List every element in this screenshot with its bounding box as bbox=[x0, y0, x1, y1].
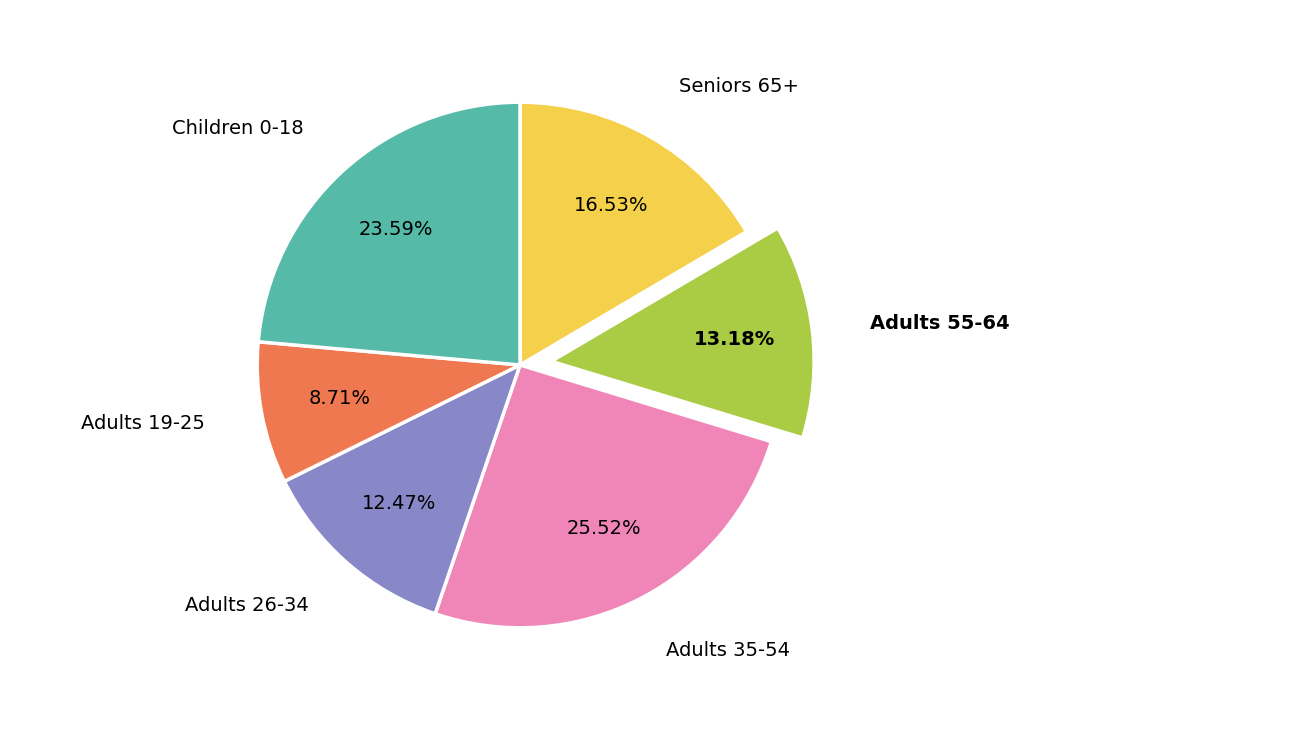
Text: Adults 26-34: Adults 26-34 bbox=[185, 596, 308, 615]
Text: 25.52%: 25.52% bbox=[567, 519, 641, 538]
Wedge shape bbox=[259, 102, 520, 365]
Wedge shape bbox=[551, 228, 814, 438]
Wedge shape bbox=[436, 365, 771, 628]
Wedge shape bbox=[257, 342, 520, 481]
Text: Seniors 65+: Seniors 65+ bbox=[679, 77, 800, 96]
Text: 16.53%: 16.53% bbox=[575, 196, 649, 215]
Text: Adults 55-64: Adults 55-64 bbox=[870, 314, 1009, 333]
Text: 23.59%: 23.59% bbox=[359, 220, 433, 239]
Text: Adults 19-25: Adults 19-25 bbox=[81, 415, 205, 434]
Text: Children 0-18: Children 0-18 bbox=[172, 119, 304, 138]
Wedge shape bbox=[285, 365, 520, 614]
Text: 13.18%: 13.18% bbox=[693, 330, 775, 349]
Text: Adults 35-54: Adults 35-54 bbox=[666, 641, 790, 660]
Text: 12.47%: 12.47% bbox=[361, 493, 436, 512]
Text: 8.71%: 8.71% bbox=[308, 389, 370, 408]
Wedge shape bbox=[520, 102, 746, 365]
